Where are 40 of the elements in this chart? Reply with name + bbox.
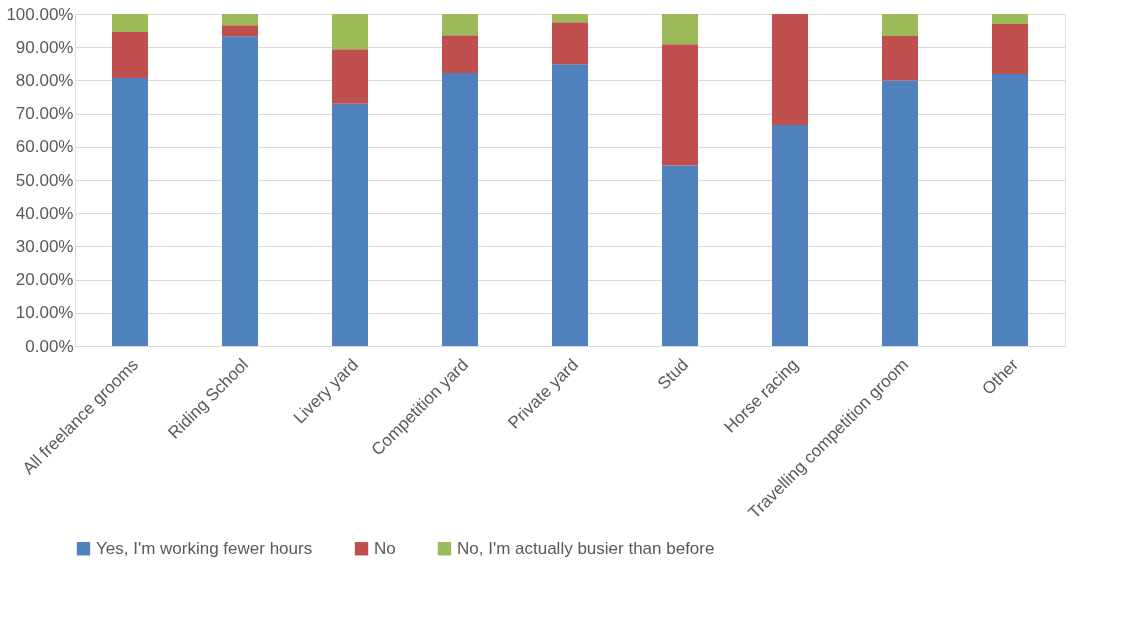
bar xyxy=(442,73,478,346)
bar xyxy=(112,78,148,346)
y-tick-label: 20.00% xyxy=(15,270,74,290)
bar xyxy=(662,14,698,45)
bar xyxy=(442,35,478,74)
bar xyxy=(552,14,588,23)
bar xyxy=(332,49,368,104)
bar xyxy=(662,165,698,346)
bar xyxy=(882,35,918,81)
bar xyxy=(882,14,918,36)
bar xyxy=(882,80,918,346)
bar xyxy=(112,31,148,79)
bar xyxy=(222,36,258,346)
y-tick-label: 90.00% xyxy=(15,37,74,57)
y-tick-label: 80.00% xyxy=(15,70,74,90)
bar xyxy=(772,14,808,125)
y-tick-label: 100.00% xyxy=(6,4,74,24)
y-tick-label: 60.00% xyxy=(15,137,74,157)
bar xyxy=(112,14,148,32)
bar xyxy=(442,14,478,36)
bar xyxy=(662,44,698,166)
bar xyxy=(332,14,368,50)
y-tick-label: 30.00% xyxy=(15,236,74,256)
bar xyxy=(552,22,588,65)
y-tick-label: 70.00% xyxy=(15,104,74,124)
y-tick-label: 0.00% xyxy=(25,336,74,356)
legend-label: No, I'm actually busier than before xyxy=(457,538,715,558)
bar xyxy=(992,74,1028,346)
bar xyxy=(992,23,1028,75)
bar xyxy=(992,14,1028,24)
legend-label: Yes, I'm working fewer hours xyxy=(96,538,313,558)
bar xyxy=(552,64,588,346)
bar xyxy=(222,25,258,37)
y-tick-label: 50.00% xyxy=(15,170,74,190)
y-tick-label: 40.00% xyxy=(15,203,74,223)
bar xyxy=(332,103,368,346)
bar xyxy=(222,14,258,26)
legend-label: No xyxy=(374,538,396,558)
y-tick-label: 10.00% xyxy=(15,303,74,323)
bar xyxy=(772,124,808,346)
